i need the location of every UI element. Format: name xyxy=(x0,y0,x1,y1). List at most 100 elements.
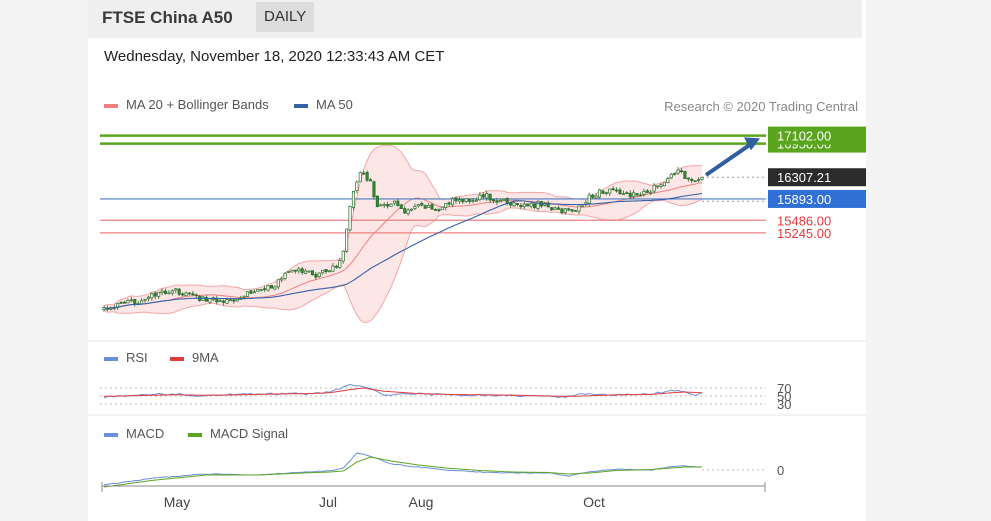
candle-body xyxy=(601,190,605,194)
candle-body xyxy=(587,194,591,204)
candle-body xyxy=(423,205,427,209)
candle-body xyxy=(307,270,311,273)
chart-header: FTSE China A50 DAILY xyxy=(88,0,862,38)
candle-body xyxy=(122,301,127,304)
candle-body xyxy=(662,182,666,187)
legend-rsi: RSI xyxy=(126,350,148,365)
candle-body xyxy=(334,265,338,268)
rsi-ma-line xyxy=(103,387,703,397)
candle-body xyxy=(297,268,301,272)
chart-timestamp: Wednesday, November 18, 2020 12:33:43 AM… xyxy=(104,48,445,65)
macd-line xyxy=(103,452,703,486)
legend-ma50-swatch xyxy=(294,104,308,108)
rsi-line xyxy=(103,383,703,399)
candle-body xyxy=(310,270,314,276)
candle-body xyxy=(365,172,369,181)
rsi-level-label: 50 xyxy=(777,389,791,404)
candle-body xyxy=(351,190,355,208)
candle-body xyxy=(129,299,133,302)
candle-body xyxy=(697,179,701,181)
candle-body xyxy=(454,197,458,202)
candle-body xyxy=(163,290,168,294)
candle-body xyxy=(327,270,332,273)
candle-body xyxy=(618,189,622,195)
candle-body xyxy=(218,300,222,302)
candle-body xyxy=(556,207,561,210)
candle-body xyxy=(577,205,581,212)
candle-body xyxy=(191,293,195,296)
candle-body xyxy=(321,269,325,274)
candle-body xyxy=(266,285,270,291)
bollinger-lower xyxy=(103,199,703,323)
projection-arrow-shaft xyxy=(704,141,754,177)
candle-body xyxy=(604,192,608,194)
legend-macd: MACD xyxy=(126,426,164,441)
candle-body xyxy=(379,204,383,207)
candle-body xyxy=(570,209,574,212)
period-selector[interactable]: DAILY xyxy=(256,2,315,32)
candle-body xyxy=(512,202,516,207)
candle-body xyxy=(563,208,567,213)
candle-body xyxy=(526,203,530,207)
x-tick-label: May xyxy=(164,494,190,510)
candle-body xyxy=(389,203,393,207)
candle-body xyxy=(474,199,479,202)
candle-body xyxy=(457,199,461,202)
candle-body xyxy=(167,292,171,295)
candle-body xyxy=(341,250,345,262)
candle-body xyxy=(317,272,321,277)
candle-body xyxy=(273,286,277,290)
candle-body xyxy=(666,178,670,184)
x-tick-label: Aug xyxy=(409,494,434,510)
legend-macd-signal: MACD Signal xyxy=(210,426,288,441)
candle-body xyxy=(567,208,571,211)
candle-body xyxy=(440,206,444,211)
candle-body xyxy=(119,302,123,304)
candle-body xyxy=(133,299,137,305)
x-tick-label: Jul xyxy=(319,494,337,510)
candle-body xyxy=(403,208,407,214)
candle-body xyxy=(372,181,376,198)
candle-body xyxy=(560,208,564,214)
candle-body xyxy=(580,205,584,208)
resistance-label-1: 17102.00 xyxy=(777,129,831,144)
candle-body xyxy=(574,210,578,212)
candle-body xyxy=(263,288,267,291)
chart-panel: FTSE China A50 DAILY Wednesday, November… xyxy=(88,0,866,521)
candle-body xyxy=(304,270,308,274)
candle-body xyxy=(249,290,253,294)
candle-body xyxy=(683,170,687,179)
bollinger-band-fill xyxy=(104,145,702,323)
legend-macd-signal-swatch xyxy=(188,433,202,437)
candle-body xyxy=(362,172,366,175)
last-price-label-bg xyxy=(768,168,866,187)
candle-body xyxy=(621,193,625,195)
candle-body xyxy=(478,194,482,200)
candle-body xyxy=(150,293,154,299)
candle-body xyxy=(645,190,649,193)
candle-body xyxy=(184,292,188,296)
candle-body xyxy=(635,193,639,196)
candle-body xyxy=(546,202,550,208)
candle-body xyxy=(324,269,328,273)
candle-body xyxy=(314,273,318,278)
candle-body xyxy=(396,200,400,206)
candle-body xyxy=(591,194,595,198)
candle-body xyxy=(625,192,629,194)
candle-body xyxy=(679,170,684,173)
candle-body xyxy=(536,201,540,209)
candle-body xyxy=(700,176,704,180)
candle-body xyxy=(519,204,523,208)
candle-body xyxy=(187,292,191,295)
candle-body xyxy=(656,185,660,188)
candle-body xyxy=(444,203,448,208)
candle-body xyxy=(471,200,475,203)
candle-body xyxy=(345,228,349,252)
bollinger-upper xyxy=(103,144,703,306)
candle-body xyxy=(355,181,359,191)
candle-body xyxy=(146,296,150,299)
candle-body xyxy=(235,298,239,302)
candle-body xyxy=(420,203,424,206)
candle-body xyxy=(632,192,636,197)
